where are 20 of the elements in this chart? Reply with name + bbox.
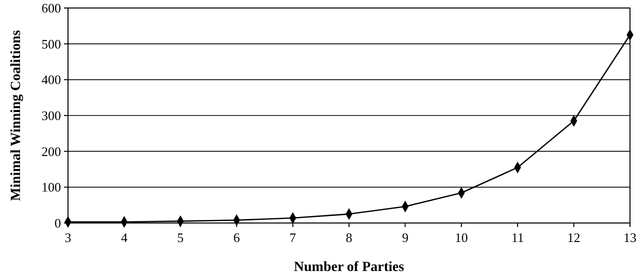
x-tick-label: 6 (233, 230, 240, 245)
y-tick-label: 600 (42, 0, 61, 16)
x-tick-label: 10 (454, 230, 468, 245)
y-tick-label: 300 (42, 108, 61, 124)
x-tick-label: 5 (177, 230, 184, 245)
x-tick-label: 7 (290, 230, 297, 245)
y-tick-label: 100 (42, 180, 61, 195)
x-tick-label: 4 (120, 230, 128, 245)
x-tick-label: 13 (624, 230, 636, 245)
x-tick-label: 11 (511, 230, 524, 245)
y-tick-label: 500 (42, 36, 61, 52)
x-tick-label: 9 (402, 230, 408, 245)
x-tick-label: 3 (64, 230, 72, 245)
y-tick-label: 0 (54, 216, 61, 231)
y-tick-label: 400 (42, 72, 61, 88)
x-axis-title: Number of Parties (294, 260, 405, 275)
y-axis-title: Minimal Winning Coalitions (9, 30, 24, 201)
y-tick-label: 200 (42, 144, 61, 159)
x-tick-label: 12 (567, 230, 580, 245)
x-tick-label: 8 (346, 230, 352, 245)
